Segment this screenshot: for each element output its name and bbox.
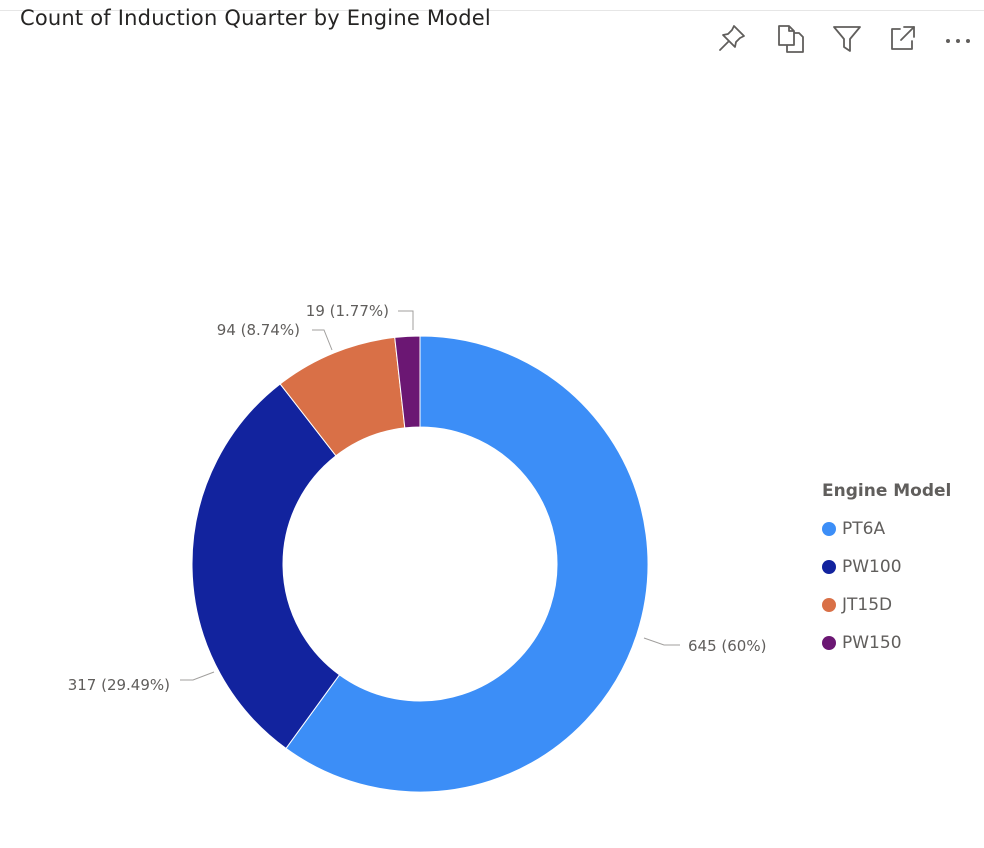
leader-line-pt6a bbox=[643, 637, 680, 646]
visual-header-toolbar bbox=[712, 18, 982, 58]
legend-marker-pw100 bbox=[822, 560, 836, 574]
donut-slice-pw150[interactable] bbox=[394, 335, 421, 429]
legend-item-jt15d[interactable]: JT15D bbox=[822, 586, 982, 624]
filter-button[interactable] bbox=[827, 18, 867, 58]
leader-line-pw150 bbox=[398, 310, 414, 330]
legend-marker-pw150 bbox=[822, 636, 836, 650]
filter-icon bbox=[833, 26, 861, 52]
data-label-jt15d: 94 (8.74%) bbox=[217, 321, 300, 339]
legend: Engine Model PT6A PW100 JT15D PW150 bbox=[822, 480, 982, 662]
legend-item-pw100[interactable]: PW100 bbox=[822, 548, 982, 586]
focus-mode-button[interactable] bbox=[883, 18, 923, 58]
visual-top-border bbox=[0, 10, 984, 11]
legend-label-jt15d: JT15D bbox=[842, 595, 893, 615]
legend-item-pt6a[interactable]: PT6A bbox=[822, 510, 982, 548]
chart-title: Count of Induction Quarter by Engine Mod… bbox=[20, 6, 491, 30]
pin-icon bbox=[719, 25, 745, 51]
copy-icon bbox=[778, 25, 804, 53]
data-label-pw100: 317 (29.49%) bbox=[68, 676, 170, 694]
more-options-icon bbox=[946, 39, 970, 43]
legend-label-pt6a: PT6A bbox=[842, 519, 886, 539]
leader-line-jt15d bbox=[312, 329, 333, 351]
donut-slices bbox=[191, 335, 649, 793]
donut-slice-pw100[interactable] bbox=[191, 383, 341, 750]
data-label-pt6a: 645 (60%) bbox=[688, 637, 766, 655]
copy-visual-button[interactable] bbox=[770, 18, 810, 58]
legend-title: Engine Model bbox=[822, 481, 952, 501]
focus-mode-icon bbox=[891, 26, 915, 50]
pin-button[interactable] bbox=[712, 18, 752, 58]
donut-slice-pt6a[interactable] bbox=[285, 335, 649, 793]
donut-data-labels: 645 (60%) 317 (29.49%) 94 (8.74%) 19 (1.77%… bbox=[68, 302, 767, 694]
legend-marker-jt15d bbox=[822, 598, 836, 612]
legend-item-pw150[interactable]: PW150 bbox=[822, 624, 982, 662]
more-options-button[interactable] bbox=[938, 18, 978, 58]
leader-line-pw100 bbox=[180, 671, 215, 681]
legend-label-pw100: PW100 bbox=[842, 557, 902, 577]
legend-marker-pt6a bbox=[822, 522, 836, 536]
legend-label-pw150: PW150 bbox=[842, 633, 902, 653]
data-label-pw150: 19 (1.77%) bbox=[306, 302, 389, 320]
